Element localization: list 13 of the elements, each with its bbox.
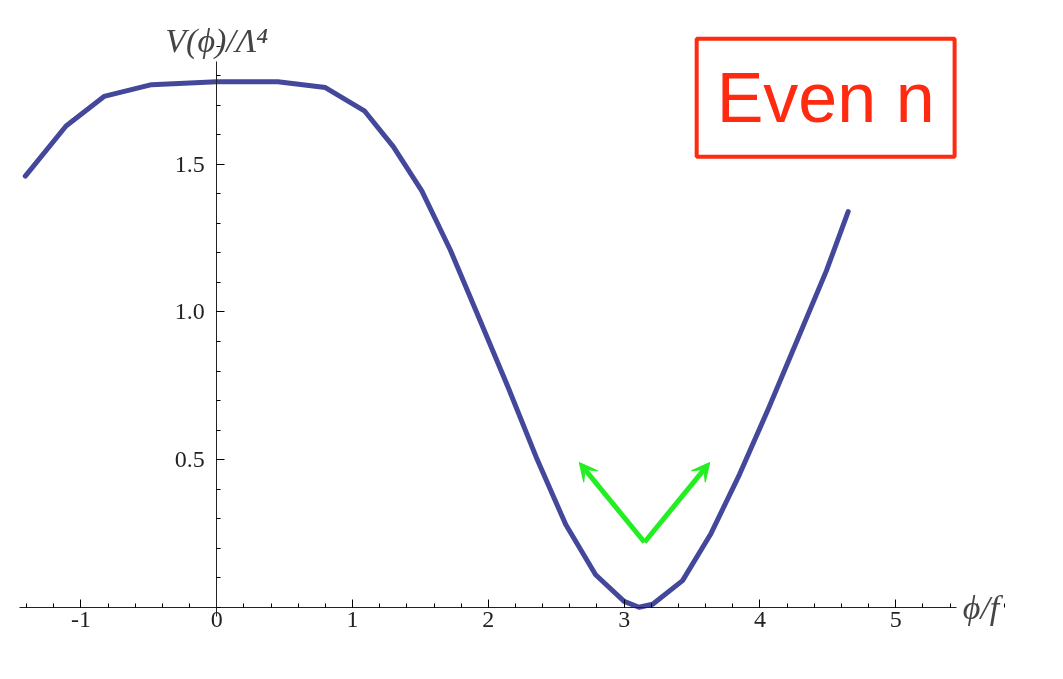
y-tick-label: 1.0 xyxy=(174,298,205,325)
x-tick-label: 1 xyxy=(346,606,359,633)
x-tick-label: 5 xyxy=(889,606,902,633)
x-tick-label: -1 xyxy=(70,606,91,633)
x-tick-label: 3 xyxy=(618,606,631,633)
y-tick-label: 1.5 xyxy=(174,150,205,177)
annotation: Even n xyxy=(716,58,935,137)
x-tick-label: 4 xyxy=(753,606,766,633)
x-tick-label: 2 xyxy=(482,606,495,633)
y-tick-label: 0.5 xyxy=(174,446,205,473)
y-axis-title: V(ϕ)/Λ⁴ xyxy=(165,22,269,61)
x-tick-label: 0 xyxy=(210,606,223,633)
x-axis-title: ϕ/f xyxy=(962,588,1004,626)
